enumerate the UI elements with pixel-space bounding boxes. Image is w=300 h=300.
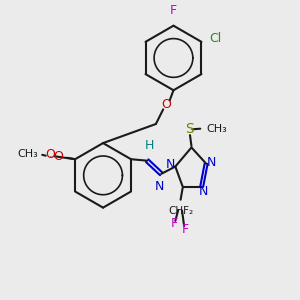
Text: H: H bbox=[145, 140, 154, 152]
Text: O: O bbox=[53, 150, 63, 163]
Text: O: O bbox=[45, 148, 55, 161]
Text: N: N bbox=[166, 158, 175, 171]
Text: Cl: Cl bbox=[209, 32, 221, 45]
Text: O: O bbox=[161, 98, 171, 111]
Text: N: N bbox=[155, 180, 164, 193]
Text: CHF₂: CHF₂ bbox=[169, 206, 194, 216]
Text: S: S bbox=[186, 122, 194, 136]
Text: N: N bbox=[199, 185, 208, 198]
Text: CH₃: CH₃ bbox=[18, 149, 38, 159]
Text: CH₃: CH₃ bbox=[206, 124, 227, 134]
Text: F: F bbox=[170, 217, 177, 230]
Text: N: N bbox=[207, 156, 216, 169]
Text: methoxy: methoxy bbox=[50, 156, 56, 157]
Text: F: F bbox=[170, 4, 177, 17]
Text: F: F bbox=[182, 223, 189, 236]
